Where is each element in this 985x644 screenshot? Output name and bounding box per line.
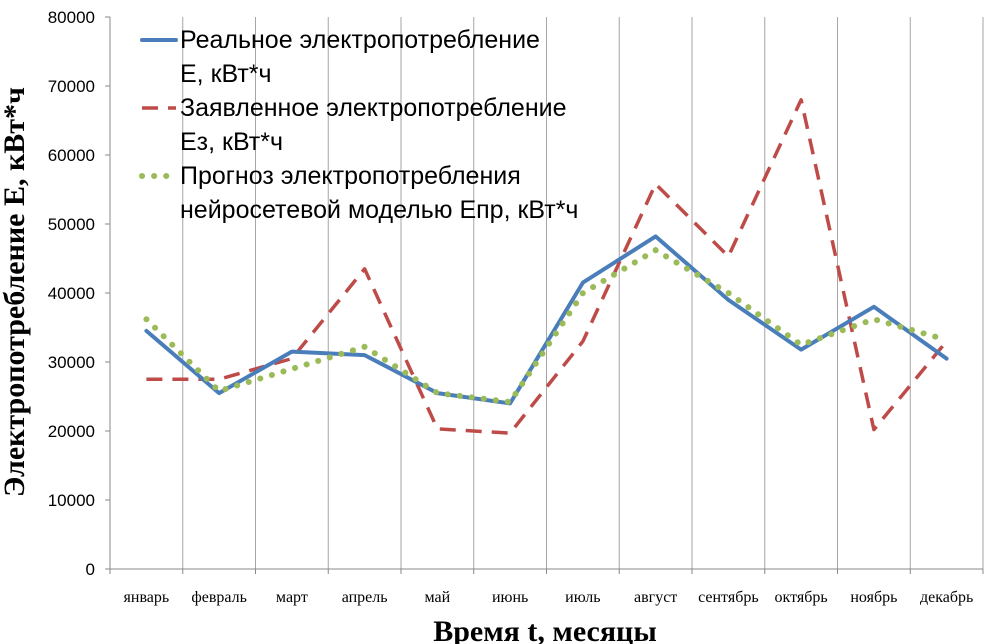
series-line-dashed xyxy=(146,98,948,435)
legend-label: нейросетевой моделью Епр, кВт*ч xyxy=(180,196,578,224)
x-axis-tick-labels: январь февраль март апрель май июнь июль август… xyxy=(124,589,974,606)
vertical-gridlines xyxy=(109,17,984,569)
x-axis-title: Время t, месяцы xyxy=(433,615,657,644)
x-tick-label: май xyxy=(425,589,451,606)
y-tick-label: 50000 xyxy=(48,215,95,234)
x-tick-label: ноябрь xyxy=(850,589,897,606)
y-tick-label: 80000 xyxy=(48,8,95,27)
y-axis-tick-labels: 0 10000 20000 30000 40000 50000 60000 70000 8000… xyxy=(48,8,95,579)
legend-label: Реальное электропотребление xyxy=(180,26,540,54)
x-tick-label: июль xyxy=(565,589,600,606)
y-tick-label: 10000 xyxy=(48,491,95,510)
axes xyxy=(105,16,984,574)
x-tick-label: декабрь xyxy=(920,589,973,606)
legend-label: Ез, кВт*ч xyxy=(180,128,283,156)
x-tick-label: август xyxy=(634,589,677,606)
y-axis-title: Электропотребление Е, кВт*ч xyxy=(0,87,31,497)
y-tick-label: 60000 xyxy=(48,146,95,165)
x-tick-label: октябрь xyxy=(775,589,828,606)
y-tick-label: 40000 xyxy=(48,284,95,303)
legend-label: Е, кВт*ч xyxy=(180,60,272,88)
y-tick-label: 0 xyxy=(86,560,95,579)
data-series xyxy=(143,98,950,435)
x-tick-label: апрель xyxy=(342,589,388,606)
x-tick-label: март xyxy=(276,589,308,606)
legend-label: Прогноз электропотребления xyxy=(180,162,521,190)
x-tick-label: январь xyxy=(124,589,170,606)
legend-label: Заявленное электропотребление xyxy=(180,94,567,122)
y-tick-label: 30000 xyxy=(48,353,95,372)
x-tick-label: сентябрь xyxy=(698,589,759,606)
x-tick-label: февраль xyxy=(191,589,247,606)
legend: Реальное электропотребление Е, кВт*ч Заявл… xyxy=(139,26,578,224)
y-tick-label: 70000 xyxy=(48,77,95,96)
x-tick-label: июнь xyxy=(492,589,528,606)
y-tick-label: 20000 xyxy=(48,422,95,441)
